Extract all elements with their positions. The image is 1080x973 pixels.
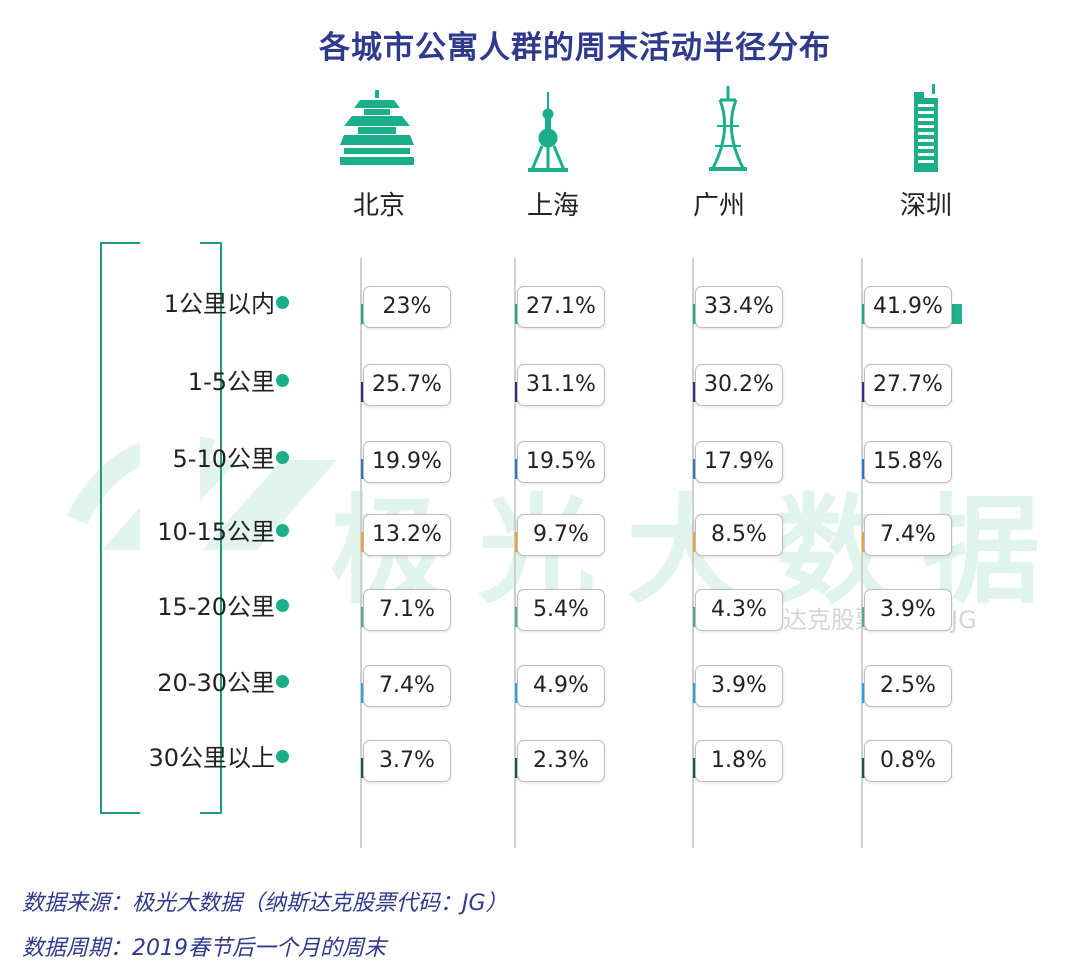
city-label: 北京: [352, 191, 405, 221]
category-label: 1-5公里: [187, 368, 275, 396]
city-label: 上海: [526, 191, 579, 221]
data-label: 2.3%: [517, 740, 605, 782]
data-label: 19.9%: [363, 441, 451, 483]
category-dot: [276, 296, 289, 309]
data-label: 15.8%: [864, 441, 952, 483]
data-label: 5.4%: [517, 589, 605, 631]
data-label: 2.5%: [864, 665, 952, 707]
data-label: 25.7%: [363, 364, 451, 406]
data-label: 4.9%: [517, 665, 605, 707]
data-label: 3.9%: [864, 589, 952, 631]
category-label: 10-15公里: [157, 518, 275, 546]
city-label: 深圳: [899, 191, 952, 221]
temple-of-heaven-icon: [340, 90, 414, 165]
data-label: 7.1%: [363, 589, 451, 631]
data-label: 27.7%: [864, 364, 952, 406]
bracket-gap: [140, 236, 200, 816]
data-label: 8.5%: [695, 514, 783, 556]
data-label: 9.7%: [517, 514, 605, 556]
data-label: 33.4%: [695, 286, 783, 328]
category-label: 1公里以内: [163, 290, 275, 318]
column-baseline: [514, 258, 516, 848]
city-label: 广州: [692, 191, 745, 221]
category-dot: [276, 675, 289, 688]
category-dot: [276, 451, 289, 464]
data-label: 3.7%: [363, 740, 451, 782]
category-dot: [276, 599, 289, 612]
category-dot: [276, 374, 289, 387]
data-label: 23%: [363, 286, 451, 328]
data-label: 41.9%: [864, 286, 952, 328]
data-label: 31.1%: [517, 364, 605, 406]
data-label: 4.3%: [695, 589, 783, 631]
category-label: 20-30公里: [157, 669, 275, 697]
data-label: 27.1%: [517, 286, 605, 328]
data-label: 3.9%: [695, 665, 783, 707]
chart-title: 各城市公寓人群的周末活动半径分布: [319, 30, 831, 66]
data-label: 17.9%: [695, 441, 783, 483]
category-dot: [276, 750, 289, 763]
data-label: 7.4%: [864, 514, 952, 556]
footer-period: 数据周期：2019春节后一个月的周末: [22, 936, 386, 961]
skyscraper-icon: [914, 84, 938, 172]
data-label: 1.8%: [695, 740, 783, 782]
oriental-pearl-tower-icon: [528, 92, 568, 172]
category-label: 15-20公里: [157, 593, 275, 621]
data-label: 30.2%: [695, 364, 783, 406]
column-baseline: [861, 258, 863, 848]
category-label: 5-10公里: [172, 445, 275, 473]
category-label: 30公里以上: [148, 744, 275, 772]
bar: [862, 758, 865, 778]
column-baseline: [692, 258, 694, 848]
data-label: 0.8%: [864, 740, 952, 782]
data-label: 19.5%: [517, 441, 605, 483]
category-dot: [276, 524, 289, 537]
footer-source: 数据来源：极光大数据（纳斯达克股票代码：JG）: [22, 891, 508, 916]
data-label: 7.4%: [363, 665, 451, 707]
data-label: 13.2%: [363, 514, 451, 556]
column-baseline: [360, 258, 362, 848]
canton-tower-icon: [709, 86, 747, 171]
